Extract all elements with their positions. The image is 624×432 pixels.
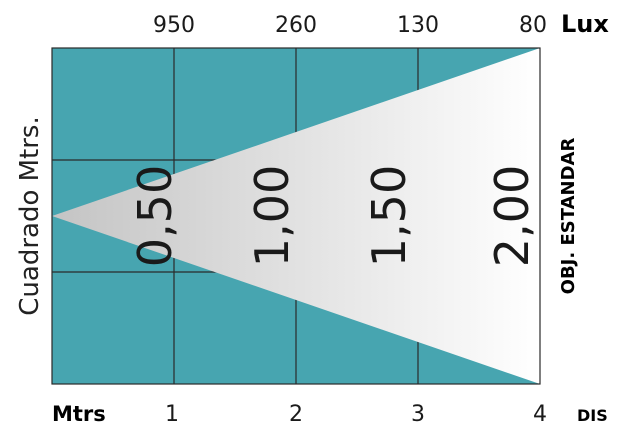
distance-value-1: 1: [165, 402, 179, 427]
grid-border: [51, 47, 541, 385]
lux-value-2: 260: [275, 13, 317, 38]
diameter-label-3: 1,50: [362, 165, 416, 267]
right-side-label: OBJ. ESTANDAR: [558, 138, 579, 295]
diameter-label-4: 2,00: [485, 165, 539, 267]
left-side-label: Cuadrado Mtrs.: [15, 116, 45, 316]
light-beam: [52, 48, 540, 384]
distance-value-3: 3: [411, 402, 425, 427]
lux-unit-label: Lux: [561, 10, 609, 38]
lux-value-3: 130: [397, 13, 439, 38]
distance-unit-label: DIS: [577, 406, 608, 425]
distance-label: Mtrs: [52, 402, 106, 426]
diameter-label-1: 0,50: [128, 165, 182, 267]
diameter-label-2: 1,00: [245, 165, 299, 267]
distance-value-2: 2: [289, 402, 303, 427]
lux-value-4: 80: [519, 13, 547, 38]
distance-value-4: 4: [533, 402, 547, 427]
lux-value-1: 950: [153, 13, 195, 38]
